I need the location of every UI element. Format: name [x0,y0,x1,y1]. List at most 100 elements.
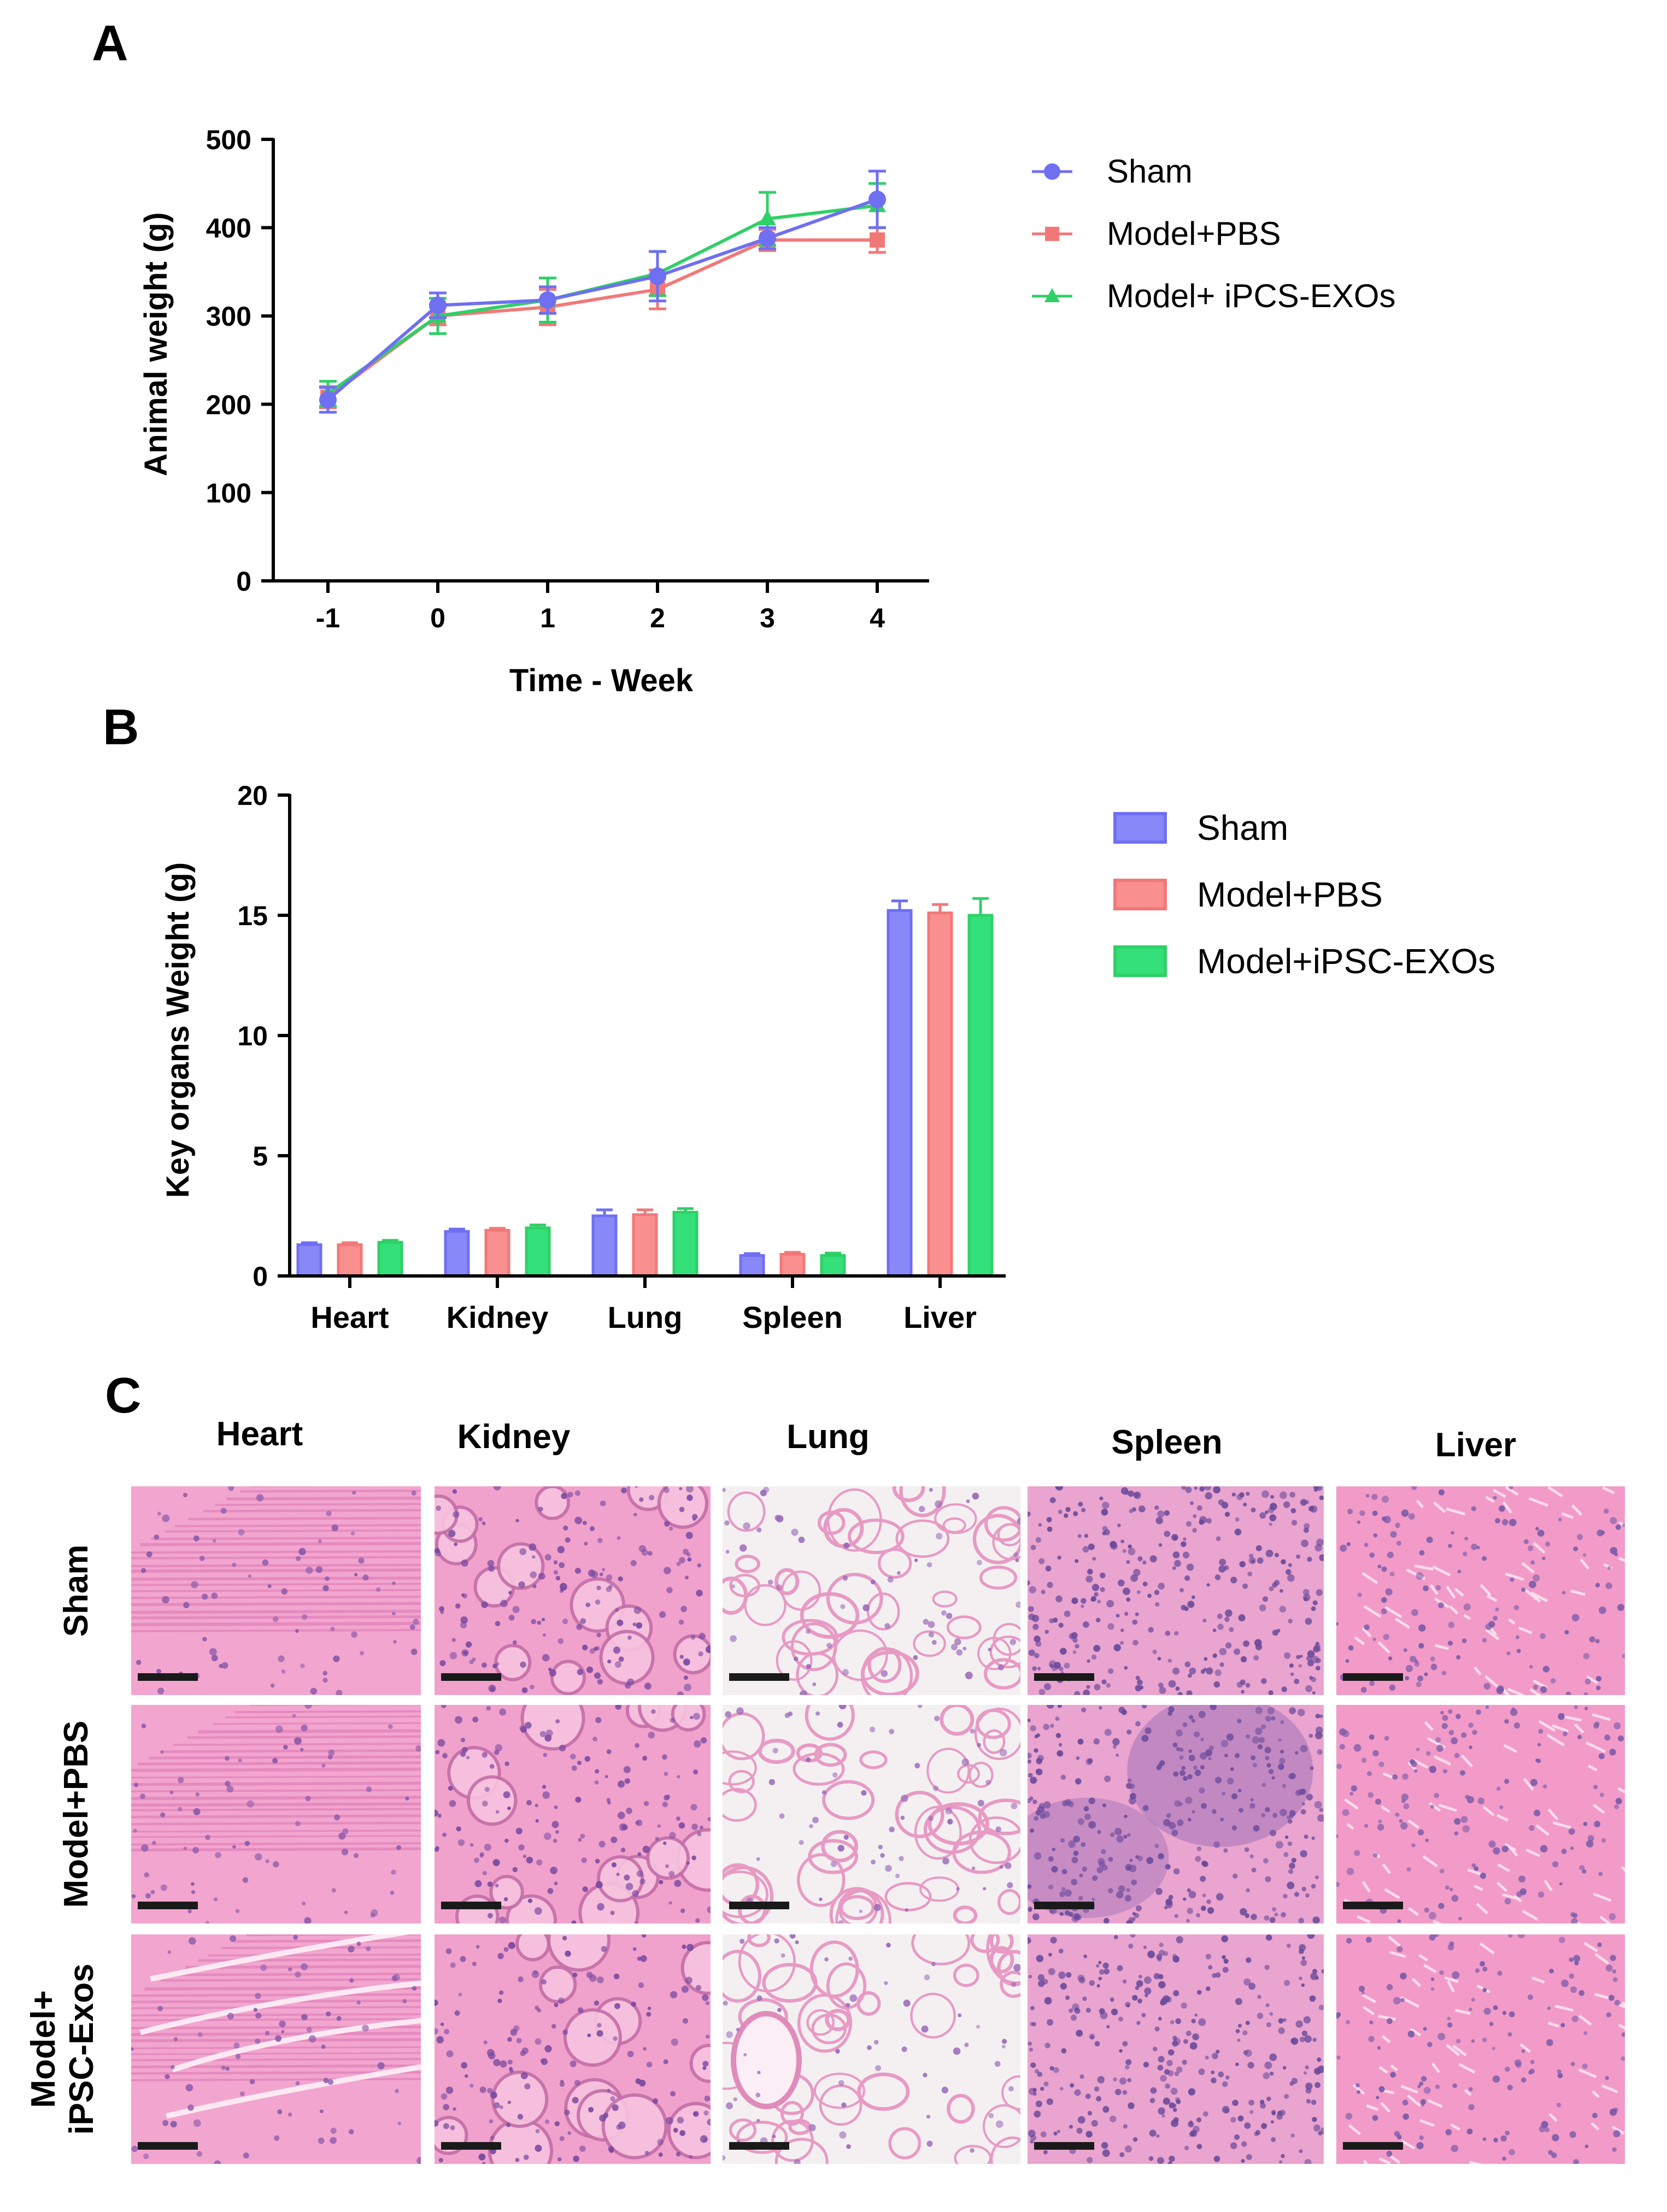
histology-column-header: Spleen [1111,1423,1222,1461]
chart-a-series-3 [319,182,886,408]
scale-bar [1034,2142,1094,2150]
scale-bar [441,1673,501,1681]
chart-b-bar [927,911,953,1278]
chart-a-x-tick-label: -1 [316,603,340,633]
chart-b-bar [820,1254,846,1278]
chart-a-y-tick-label: 200 [206,390,251,420]
chart-b-bar [444,1230,470,1278]
histology-image-liver [1336,1934,1625,2164]
scale-bar [1034,1902,1094,1909]
chart-a-xlabel: Time - Week [509,663,694,698]
chart-a-point [870,232,885,248]
scale-bar [441,2142,501,2150]
chart-a-y-tick-label: 500 [206,125,251,155]
histology-image-kidney [435,1705,711,1923]
chart-a-point [429,296,447,314]
chart-a-point [539,291,556,309]
chart-b-legend-label: Model+iPSC-EXOs [1197,942,1495,981]
panel-label-b: B [103,699,139,755]
chart-a-legend: Sham Model+PBS Model+ iPCS-EXOs [1032,153,1396,314]
chart-b-y-tick-label: 15 [237,901,268,931]
histology-column-header: Kidney [457,1418,571,1456]
chart-b-x-tick-label: Heart [310,1300,389,1334]
chart-b-bar [296,1243,322,1278]
panel-label-a: A [92,15,128,71]
chart-b-y-tick-label: 0 [253,1261,268,1292]
histology-image-spleen [1028,1705,1324,1923]
histology-column-header: Lung [786,1418,870,1456]
histology-image-lung [723,1486,1020,1695]
chart-a-series-line [327,198,878,401]
scale-bar [138,2142,198,2150]
chart-b-bar [377,1240,403,1278]
chart-b-legend: Sham Model+PBS Model+iPSC-EXOs [1113,808,1495,981]
chart-a-legend-label: Sham [1107,153,1193,190]
histology-image-heart [131,1934,421,2164]
chart-b-bar [739,1254,765,1278]
histology-image-liver [1336,1705,1625,1923]
histology-image-kidney [435,1486,711,1695]
histology-image-spleen [1028,1934,1324,2164]
histology-row-label: Sham [57,1545,95,1637]
scale-bar [138,1902,198,1909]
chart-b-x-tick-label: Kidney [447,1300,549,1334]
scale-bar [729,1902,789,1909]
chart-a-x-tick-label: 2 [650,603,665,633]
chart-a-y-tick-label: 400 [206,213,251,244]
chart-a-legend-marker [1045,227,1059,241]
histology-row-label-line: Model+ [25,1990,62,2108]
histology-image-lung [723,1934,1020,2164]
histology-image-liver [1336,1486,1625,1695]
chart-b-bar [967,914,994,1278]
scale-bar [1343,2142,1403,2150]
chart-a-ylabel: Animal weight (g) [138,212,174,476]
chart-b-bar [672,1210,699,1278]
chart-a-x-tick-label: 3 [760,603,775,633]
histology-column-headers: Heart Kidney Lung Spleen Liver [216,1415,1516,1464]
scale-bar [729,2142,789,2150]
chart-a-legend-label: Model+PBS [1107,215,1281,252]
scale-bar [441,1902,501,1909]
chart-a-series-2 [319,226,886,409]
chart-a-legend-label: Model+ iPCS-EXOs [1107,278,1396,314]
histology-image-kidney [435,1934,711,2164]
chart-b-y-tick-label: 20 [237,780,268,811]
organ-weight-bar-chart: 0 5 10 15 20 Heart Kidney Lung Spleen Liver Key o… [160,780,1006,1334]
chart-b-bar [337,1243,363,1278]
chart-b-x-tick-label: Spleen [742,1300,843,1334]
chart-a-point [868,190,886,208]
histology-row-label: Model+PBS [57,1721,95,1908]
chart-b-y-tick-label: 5 [253,1141,268,1172]
chart-b-bar [591,1214,618,1278]
scale-bar [1343,1902,1403,1909]
chart-b-legend-label: Model+PBS [1197,875,1383,914]
chart-b-legend-swatch [1113,812,1167,844]
chart-b-bar [484,1228,510,1278]
chart-b-y-tick-label: 10 [237,1021,268,1051]
histology-image-lung [723,1705,1020,1923]
chart-a-y-tick-label: 0 [236,566,251,597]
scale-bar [1034,1673,1094,1681]
chart-a-x-tick-label: 1 [540,603,555,633]
chart-a-point [759,209,776,226]
histology-image-heart [131,1486,421,1695]
chart-a-point [759,229,776,247]
histology-image-spleen [1028,1486,1324,1695]
scale-bar [138,1673,198,1681]
panel-label-c: C [105,1368,141,1423]
chart-b-bar [779,1252,806,1278]
chart-a-legend-marker [1044,288,1060,302]
histology-column-header: Heart [216,1415,303,1453]
chart-b-legend-label: Sham [1197,808,1288,848]
chart-b-x-tick-label: Liver [903,1300,977,1334]
chart-b-legend-swatch [1113,879,1167,910]
chart-a-y-tick-label: 100 [206,478,251,508]
chart-b-legend-swatch [1113,945,1167,977]
weight-line-chart: 0 100 200 300 400 500 -1 0 1 2 3 4 Animal weight (g… [138,125,929,698]
histology-row-label-line: iPSC-Exos [63,1963,101,2135]
chart-a-series-line [327,238,877,399]
chart-b-x-tick-label: Lung [608,1300,683,1334]
chart-a-x-tick-label: 0 [430,603,445,633]
chart-b-bar [525,1226,551,1278]
